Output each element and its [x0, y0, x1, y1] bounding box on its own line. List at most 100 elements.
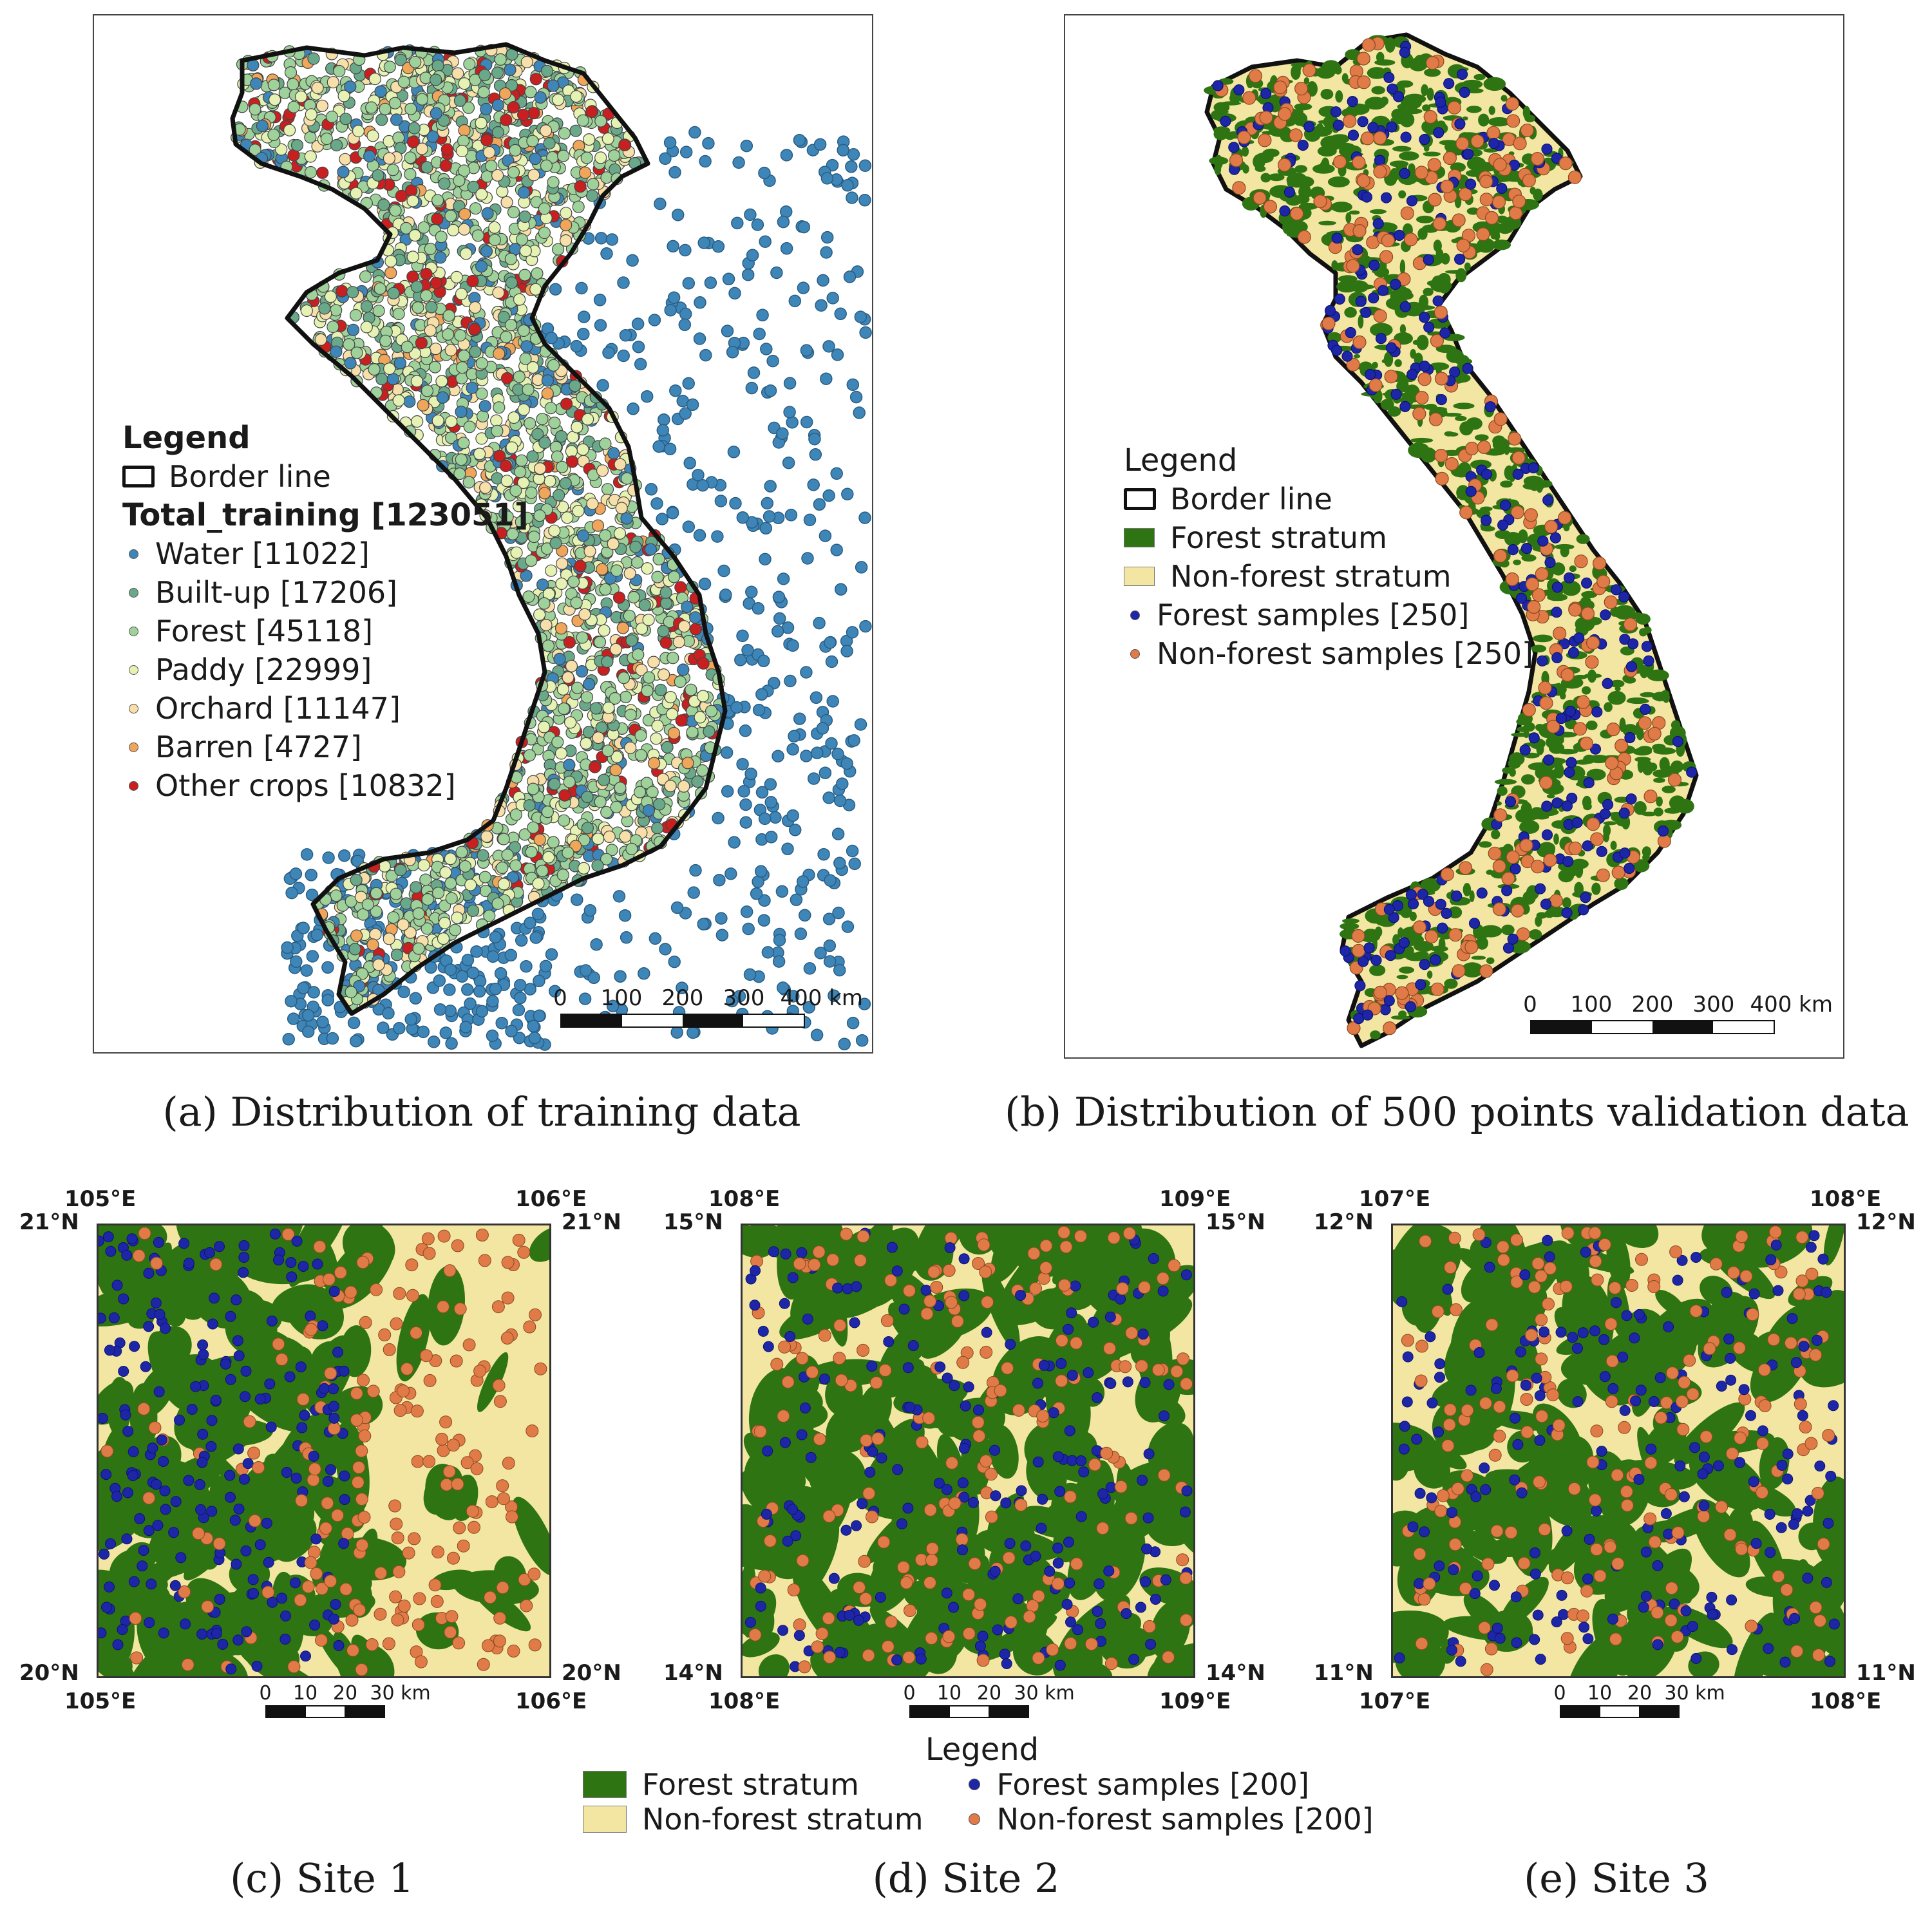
training-point [565, 659, 578, 672]
forest-patch [1224, 132, 1235, 140]
training-point [494, 967, 507, 980]
training-point [350, 346, 363, 359]
coordinate-label: 106°E [515, 1186, 587, 1212]
training-point [545, 332, 558, 345]
training-point [624, 708, 637, 721]
training-point [736, 629, 749, 643]
nonforest-sample [1493, 412, 1508, 426]
training-point [859, 619, 872, 633]
training-point [736, 511, 750, 524]
training-point [366, 938, 379, 951]
training-point [705, 704, 718, 717]
forest-sample [1331, 345, 1343, 356]
training-point [667, 291, 681, 304]
forest-sample [174, 1414, 185, 1426]
training-point [394, 864, 407, 876]
training-point [545, 948, 558, 961]
forest-sample [1456, 68, 1468, 80]
training-point [475, 117, 488, 129]
training-point [822, 489, 835, 502]
forest-sample [1580, 892, 1591, 903]
nonforest-sample [1412, 920, 1427, 934]
forest-patch [1604, 702, 1613, 712]
training-point [517, 403, 530, 416]
training-point [726, 994, 739, 1008]
forest-sample [150, 1297, 162, 1309]
training-point [542, 639, 555, 652]
training-point [754, 865, 768, 878]
training-point [304, 165, 317, 179]
training-point [533, 462, 547, 475]
training-point [755, 688, 768, 701]
training-point [528, 1032, 542, 1045]
training-point [572, 200, 585, 213]
training-point [558, 814, 571, 827]
nonforest-sample [1425, 929, 1439, 944]
forest-sample [1657, 825, 1669, 837]
training-point [517, 324, 530, 337]
training-point [428, 361, 442, 373]
training-point [689, 611, 702, 624]
training-point [678, 318, 692, 332]
training-point [822, 791, 835, 804]
training-point [696, 478, 709, 492]
training-point [686, 398, 699, 411]
forest-sample [1386, 121, 1397, 133]
legend-border-row: Border line [1124, 480, 1533, 518]
nonforest-sample [1440, 180, 1454, 194]
training-point [848, 857, 861, 871]
forest-sample [1370, 954, 1382, 966]
training-point [677, 780, 690, 793]
forest-patch [1370, 1030, 1381, 1040]
nonforest-sample [1447, 100, 1461, 115]
training-point [458, 124, 471, 137]
training-point [350, 873, 363, 887]
training-point [497, 878, 511, 891]
training-point [800, 666, 813, 679]
class-dot-icon [129, 665, 138, 675]
training-point [570, 596, 583, 609]
training-point [337, 165, 350, 178]
nonforest-sample [1513, 137, 1527, 151]
training-point [664, 779, 677, 793]
nonforest-sample [1351, 929, 1365, 943]
training-point [652, 553, 665, 566]
training-point [345, 985, 357, 999]
scale-labels: 0 100 200 300 400 km [553, 985, 863, 1014]
training-point [644, 543, 658, 556]
training-point [800, 344, 813, 357]
training-point [430, 277, 442, 290]
training-point [643, 671, 656, 684]
forest-patch [1334, 66, 1342, 75]
training-point [699, 348, 712, 362]
training-point [601, 744, 614, 757]
forest-sample [1686, 766, 1698, 778]
training-point [500, 113, 513, 126]
forest-sample [1233, 84, 1245, 96]
nonforest-sample [493, 1634, 506, 1648]
training-point [305, 869, 317, 882]
nonforest-sample [1568, 603, 1582, 617]
training-point [558, 789, 571, 802]
training-point [730, 701, 743, 714]
forest-sample [1383, 71, 1395, 84]
training-point [529, 931, 542, 944]
nonforest-sample [1427, 158, 1441, 172]
forest-sample [1561, 800, 1573, 812]
training-point [563, 636, 576, 649]
nonforest-sample [1567, 170, 1582, 184]
scale-label: 100 [1570, 992, 1613, 1017]
training-point [513, 293, 526, 306]
training-point [689, 623, 702, 636]
training-point [777, 572, 790, 585]
nonforest-sample [341, 1527, 354, 1540]
forest-patch [1320, 161, 1326, 171]
forest-patch [1479, 841, 1492, 848]
training-point [713, 873, 726, 887]
forest-patch [1397, 927, 1404, 938]
training-point [249, 103, 261, 116]
training-point [752, 602, 765, 615]
nonforest-sample [1373, 309, 1387, 323]
training-point [773, 934, 786, 947]
forest-sample [1406, 195, 1418, 207]
